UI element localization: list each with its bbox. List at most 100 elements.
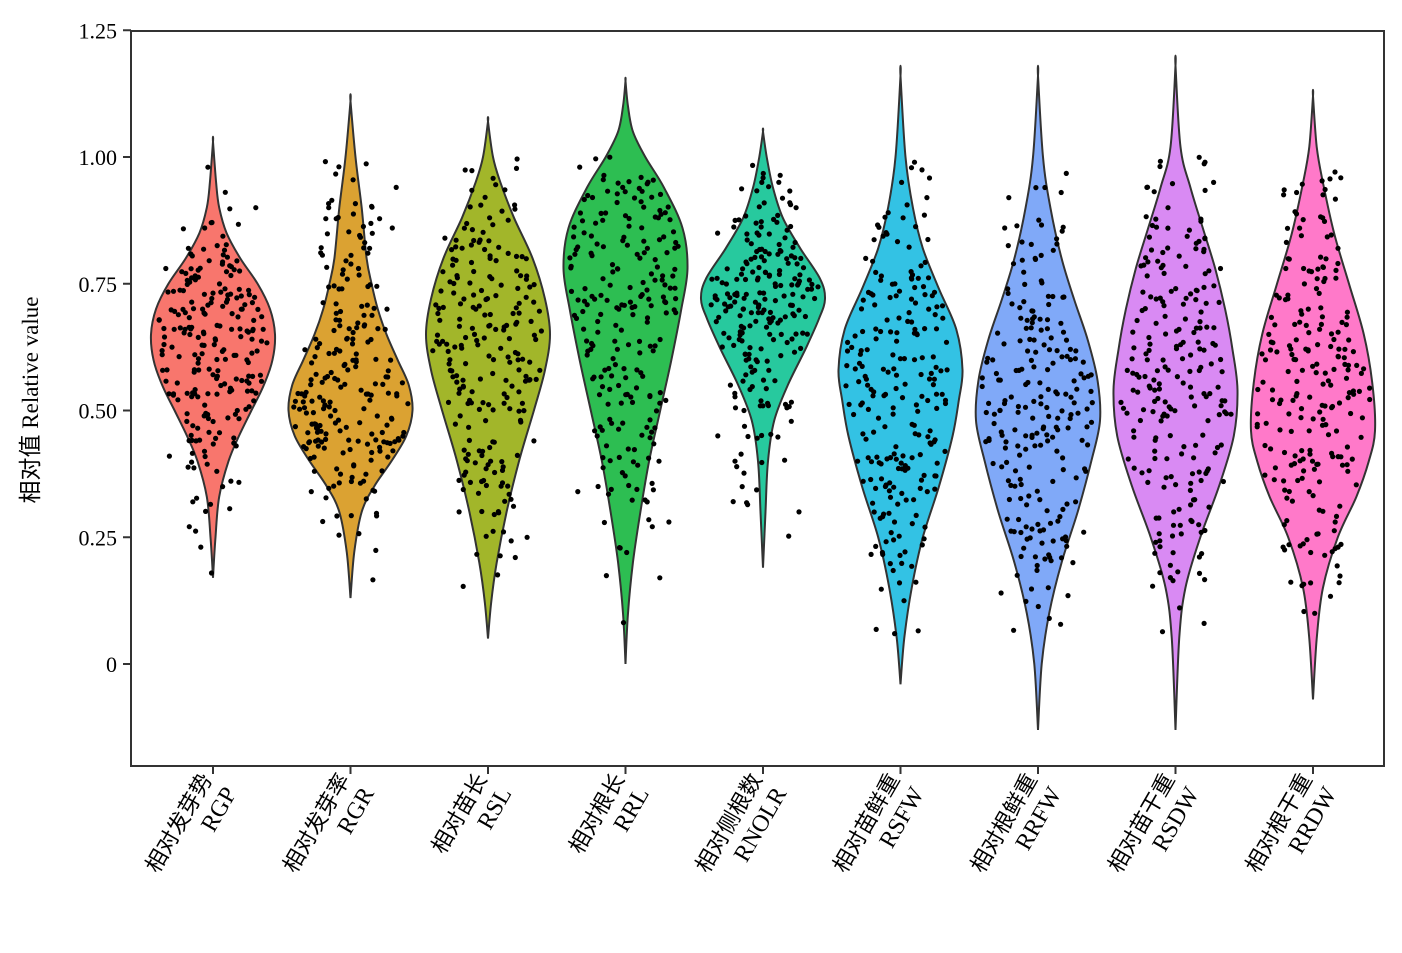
- data-point: [1046, 301, 1052, 308]
- data-point: [318, 245, 324, 251]
- data-point: [357, 480, 363, 486]
- data-point: [1188, 480, 1194, 486]
- data-point: [333, 171, 339, 177]
- data-point: [1168, 474, 1174, 480]
- data-point: [1318, 321, 1324, 327]
- data-point: [1281, 449, 1288, 456]
- data-point: [1197, 319, 1203, 325]
- data-point: [1317, 326, 1323, 332]
- data-point: [209, 219, 215, 226]
- data-point: [1281, 192, 1287, 198]
- data-point: [644, 287, 650, 293]
- data-point: [621, 234, 627, 240]
- data-point: [1048, 558, 1054, 564]
- data-point: [860, 431, 866, 437]
- data-point: [336, 532, 342, 538]
- data-point: [348, 513, 354, 519]
- data-point: [1145, 479, 1151, 485]
- data-point: [1208, 361, 1214, 367]
- data-point: [1358, 434, 1364, 440]
- data-point: [1089, 400, 1095, 406]
- data-point: [437, 317, 443, 323]
- data-point: [456, 390, 462, 396]
- data-point: [1016, 516, 1022, 523]
- data-point: [634, 251, 640, 257]
- data-point: [471, 268, 477, 275]
- data-point: [161, 334, 168, 340]
- data-point: [616, 306, 622, 312]
- data-point: [222, 189, 228, 195]
- data-point: [326, 284, 332, 290]
- data-point: [659, 277, 665, 283]
- y-tick-label: 1.25: [79, 18, 118, 43]
- data-point: [1196, 154, 1202, 160]
- data-point: [1044, 404, 1050, 411]
- data-point: [662, 299, 668, 305]
- data-point: [872, 302, 878, 308]
- data-point: [634, 486, 640, 492]
- data-point: [1307, 394, 1313, 400]
- data-point: [1311, 466, 1317, 472]
- data-point: [185, 245, 191, 251]
- data-point: [1310, 363, 1316, 369]
- data-point: [353, 351, 359, 357]
- data-point: [1333, 428, 1340, 434]
- data-point: [1037, 380, 1043, 386]
- data-point: [942, 448, 948, 454]
- data-point: [231, 435, 237, 441]
- data-point: [161, 325, 167, 332]
- data-point: [913, 402, 920, 408]
- data-point: [607, 458, 613, 464]
- data-point: [1050, 478, 1056, 484]
- data-point: [1073, 348, 1079, 354]
- data-point: [1298, 415, 1304, 421]
- data-point: [358, 387, 364, 393]
- data-point: [1316, 479, 1323, 485]
- data-point: [657, 336, 663, 343]
- data-point: [601, 172, 607, 178]
- data-point: [359, 303, 365, 309]
- data-point: [899, 560, 905, 567]
- data-point: [245, 359, 251, 366]
- data-point: [1064, 353, 1070, 359]
- data-point: [1353, 482, 1359, 488]
- data-point: [1207, 391, 1213, 397]
- data-point: [199, 351, 205, 357]
- data-point: [320, 398, 326, 404]
- data-point: [1316, 290, 1322, 296]
- data-point: [469, 168, 475, 174]
- data-point: [1191, 455, 1197, 461]
- data-point: [1206, 504, 1212, 510]
- data-point: [939, 391, 945, 397]
- data-point: [1336, 346, 1342, 352]
- data-point: [193, 528, 199, 534]
- data-point: [512, 206, 518, 212]
- data-point: [1044, 326, 1050, 332]
- data-point: [938, 368, 944, 374]
- data-point: [815, 284, 821, 290]
- data-point: [1044, 317, 1051, 323]
- data-point: [724, 266, 730, 272]
- data-point: [214, 391, 220, 397]
- data-point: [165, 289, 171, 295]
- data-point: [636, 338, 643, 344]
- data-point: [333, 216, 339, 222]
- data-point: [877, 515, 883, 521]
- data-point: [605, 188, 611, 194]
- data-point: [1278, 397, 1284, 403]
- data-point: [740, 266, 746, 272]
- data-point: [1173, 343, 1180, 349]
- data-point: [653, 408, 660, 414]
- data-point: [385, 368, 391, 374]
- data-point: [1327, 176, 1333, 182]
- data-point: [1024, 317, 1030, 323]
- data-point: [612, 338, 618, 344]
- data-point: [220, 484, 226, 490]
- data-point: [396, 437, 402, 443]
- data-point: [451, 280, 457, 287]
- data-point: [917, 485, 923, 491]
- data-point: [313, 371, 319, 377]
- data-point: [364, 302, 370, 308]
